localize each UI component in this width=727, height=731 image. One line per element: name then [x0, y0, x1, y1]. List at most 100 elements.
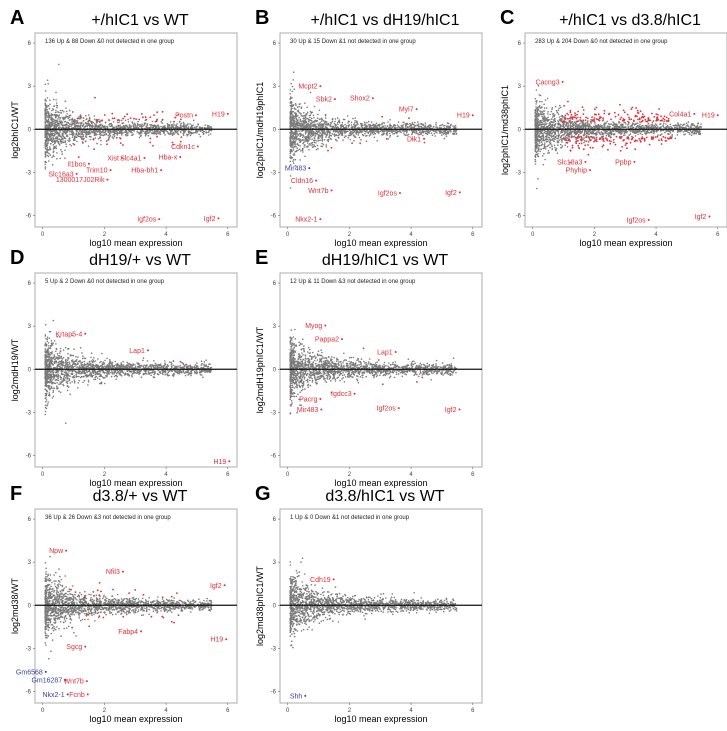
- gene-label: Igf2os: [137, 217, 157, 224]
- scatter-point: [339, 130, 341, 132]
- scatter-point: [44, 105, 47, 107]
- scatter-point: [305, 120, 308, 123]
- scatter-point: [300, 107, 303, 110]
- scatter-point: [304, 102, 306, 104]
- scatter-point: [306, 124, 309, 127]
- scatter-point: [350, 133, 352, 136]
- scatter-point: [54, 137, 57, 140]
- scatter-point: [545, 140, 548, 143]
- de-point: [423, 141, 426, 144]
- scatter-point: [542, 110, 545, 112]
- scatter-point: [549, 125, 552, 128]
- scatter-point: [176, 123, 178, 125]
- scatter-point: [545, 126, 548, 129]
- scatter-point: [687, 125, 689, 128]
- scatter-point: [593, 136, 595, 138]
- scatter-point: [630, 130, 632, 133]
- scatter-point: [83, 127, 85, 129]
- scatter-point: [100, 127, 103, 129]
- scatter-point: [144, 130, 147, 133]
- scatter-point: [306, 129, 308, 132]
- scatter-point: [66, 113, 68, 115]
- scatter-point: [45, 114, 48, 117]
- scatter-point: [341, 132, 343, 134]
- scatter-point: [307, 136, 309, 139]
- scatter-point: [289, 96, 292, 98]
- scatter-point: [84, 140, 87, 143]
- scatter-point: [347, 130, 349, 132]
- scatter-point: [44, 163, 46, 166]
- scatter-point: [537, 144, 540, 146]
- scatter-point: [176, 126, 179, 128]
- de-point: [179, 140, 182, 143]
- scatter-point: [194, 131, 197, 134]
- scatter-point: [604, 122, 606, 125]
- scatter-point: [668, 126, 670, 128]
- de-point: [142, 116, 144, 119]
- scatter-point: [117, 125, 119, 127]
- scatter-point: [314, 145, 317, 148]
- scatter-point: [62, 132, 64, 135]
- scatter-point: [376, 126, 379, 129]
- scatter-point: [44, 118, 47, 120]
- scatter-point: [453, 126, 455, 128]
- scatter-point: [52, 137, 55, 140]
- scatter-point: [614, 130, 616, 132]
- gene-point: [371, 97, 374, 100]
- scatter-point: [96, 125, 99, 127]
- de-point: [156, 118, 159, 121]
- scatter-point: [433, 132, 436, 135]
- scatter-point: [58, 120, 61, 123]
- scatter-point: [80, 130, 83, 133]
- scatter-point: [186, 133, 188, 136]
- scatter-point: [140, 129, 143, 132]
- scatter-point: [108, 137, 110, 139]
- scatter-point: [543, 107, 546, 109]
- scatter-point: [192, 132, 194, 134]
- scatter-point: [537, 147, 540, 150]
- scatter-point: [321, 138, 323, 140]
- scatter-point: [402, 124, 404, 126]
- scatter-point: [290, 100, 292, 103]
- scatter-point: [333, 126, 335, 128]
- scatter-point: [334, 130, 337, 133]
- scatter-point: [538, 130, 540, 133]
- scatter-point: [116, 121, 119, 124]
- scatter-point: [61, 109, 64, 112]
- gene-label: Cdkn1c: [171, 144, 195, 151]
- scatter-point: [397, 125, 400, 128]
- scatter-point: [82, 117, 85, 119]
- de-point: [156, 135, 158, 138]
- scatter-point: [98, 129, 101, 132]
- scatter-point: [387, 138, 389, 140]
- de-point: [152, 144, 154, 147]
- scatter-point: [62, 117, 65, 119]
- scatter-point: [94, 134, 96, 137]
- scatter-point: [345, 135, 347, 137]
- scatter-point: [299, 132, 301, 135]
- scatter-point: [112, 137, 114, 140]
- scatter-point: [690, 124, 692, 126]
- scatter-point: [354, 119, 356, 122]
- scatter-point: [374, 130, 377, 132]
- scatter-point: [351, 131, 353, 134]
- scatter-point: [312, 134, 315, 136]
- scatter-point: [298, 103, 301, 105]
- scatter-point: [183, 124, 185, 126]
- scatter-point: [317, 140, 320, 142]
- scatter-point: [376, 140, 378, 142]
- scatter-point: [113, 133, 116, 135]
- scatter-point: [208, 134, 210, 136]
- scatter-point: [652, 124, 654, 126]
- scatter-point: [368, 135, 371, 137]
- scatter-point: [443, 137, 446, 140]
- scatter-point: [68, 116, 71, 118]
- scatter-point: [136, 130, 138, 133]
- scatter-point: [353, 130, 356, 133]
- scatter-point: [298, 139, 301, 142]
- scatter-point: [537, 131, 540, 134]
- x-tick-label: 2: [103, 232, 107, 238]
- scatter-point: [309, 134, 312, 137]
- scatter-point: [305, 125, 308, 128]
- scatter-point: [146, 123, 149, 125]
